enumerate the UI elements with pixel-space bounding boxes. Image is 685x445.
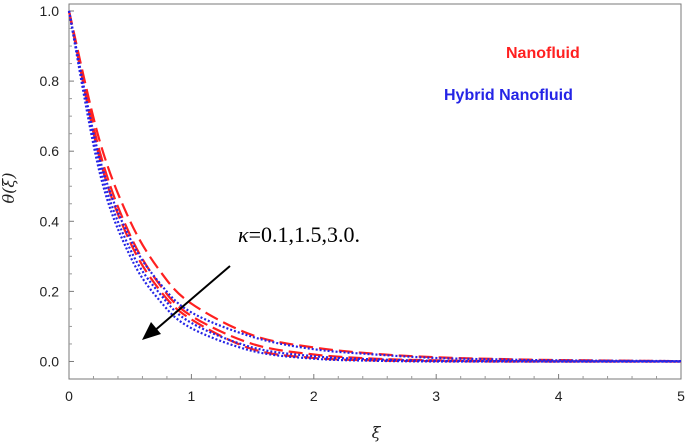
legend-nanofluid: Nanofluid xyxy=(506,45,580,62)
hybrid-nanofluid-curve-2 xyxy=(67,10,681,363)
y-tick-label: 0.0 xyxy=(40,353,60,369)
nanofluid-curve-1 xyxy=(67,10,682,363)
y-tick-label: 0.6 xyxy=(40,143,60,159)
plot-frame xyxy=(68,3,682,380)
x-tick-label: 0 xyxy=(65,388,73,404)
legend-hybrid-nanofluid: Hybrid Nanofluid xyxy=(444,87,573,104)
x-tick-label: 5 xyxy=(677,388,685,404)
axis-tick-labels: 0 1 2 3 4 5 0.0 0.2 0.4 0.6 0.8 1.0 xyxy=(40,3,685,404)
x-tick-label: 2 xyxy=(310,388,318,404)
x-tick-label: 4 xyxy=(555,388,563,404)
y-tick-label: 0.8 xyxy=(40,73,60,89)
axis-ticks xyxy=(68,10,682,379)
annotation-arrow-line xyxy=(152,265,231,333)
annotation-text: κ=0.1,1.5,3.0. xyxy=(238,222,360,247)
x-axis-label: ξ xyxy=(372,423,382,442)
annotation-values: =0.1,1.5,3.0. xyxy=(249,222,360,247)
hybrid-nanofluid-curve-1 xyxy=(67,10,682,363)
nanofluid-curve-3 xyxy=(67,10,681,363)
y-tick-label: 0.4 xyxy=(40,213,60,229)
y-tick-label: 0.2 xyxy=(40,283,60,299)
y-axis-label: θ(ξ) xyxy=(0,173,18,204)
nanofluid-curve-2 xyxy=(67,10,682,363)
series-layer xyxy=(67,10,682,363)
y-tick-label: 1.0 xyxy=(40,3,60,19)
annotation-arrow-head xyxy=(142,322,161,340)
annotation-symbol: κ xyxy=(238,222,249,247)
x-tick-label: 1 xyxy=(188,388,196,404)
hybrid-nanofluid-curve-3 xyxy=(67,10,681,363)
x-tick-label: 3 xyxy=(432,388,440,404)
